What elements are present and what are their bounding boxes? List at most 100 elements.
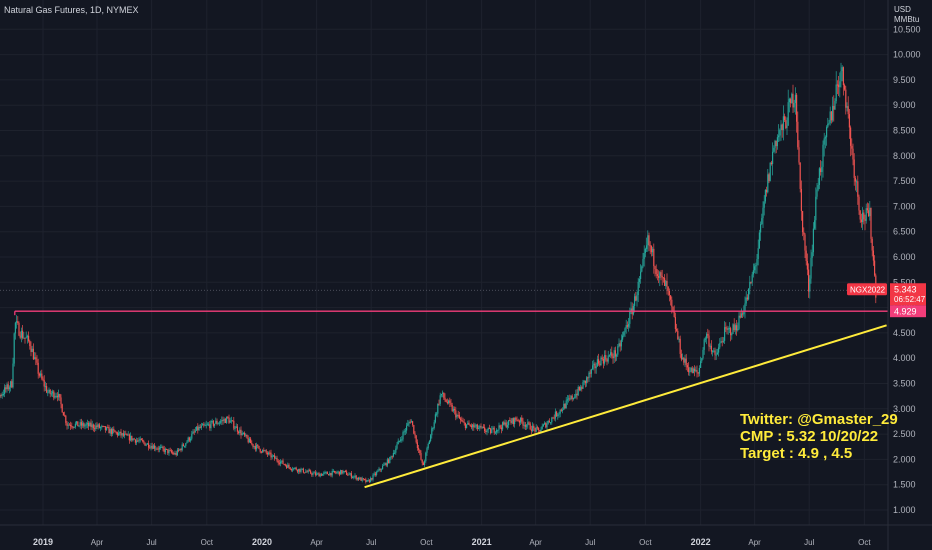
candle-body <box>845 89 847 108</box>
candle-body <box>26 335 28 338</box>
annotation-cmp: CMP : 5.32 10/20/22 <box>740 428 879 445</box>
candle-body <box>23 337 25 339</box>
candle-body <box>191 433 193 439</box>
candle-body <box>574 397 576 399</box>
candle-body <box>722 340 724 342</box>
candle-body <box>608 355 610 357</box>
candle-body <box>316 473 318 475</box>
candle-body <box>776 137 778 147</box>
candle-body <box>326 472 328 475</box>
candle-body <box>103 426 105 428</box>
candle-body <box>54 396 56 398</box>
candle-body <box>113 428 115 431</box>
candle-body <box>287 464 289 468</box>
candle-body <box>58 393 60 398</box>
candle-body <box>808 269 810 292</box>
candle-body <box>794 94 796 103</box>
candle-body <box>736 325 738 331</box>
candle-body <box>680 353 682 360</box>
candle-body <box>84 425 86 427</box>
candle-body <box>607 355 609 362</box>
candle-body <box>292 469 294 471</box>
candle-body <box>592 365 594 370</box>
candle-body <box>226 416 228 423</box>
candle-body <box>630 308 632 312</box>
candle-body <box>144 442 146 446</box>
price-tick-label: 6.500 <box>893 227 916 237</box>
candle-body <box>256 444 258 450</box>
candle-body <box>586 377 588 384</box>
candle-body <box>505 422 507 428</box>
candle-body <box>95 425 97 430</box>
candle-body <box>602 359 604 364</box>
candle-body <box>134 439 136 443</box>
candle-body <box>149 447 151 449</box>
candle-body <box>262 449 264 453</box>
unit-label: MMBtu <box>894 15 920 24</box>
price-tick-label: 9.000 <box>893 100 916 110</box>
candle-body <box>610 352 612 356</box>
candle-body <box>229 420 231 423</box>
candle-body <box>492 427 494 430</box>
candle-body <box>161 446 163 448</box>
candle-body <box>481 426 483 428</box>
candle-body <box>546 423 548 428</box>
price-tick-label: 6.000 <box>893 252 916 262</box>
candle-body <box>467 422 469 425</box>
candle-body <box>438 403 440 405</box>
candle-body <box>242 432 244 434</box>
candle-body <box>212 421 214 426</box>
candle-body <box>462 421 464 423</box>
candle-body <box>18 322 20 336</box>
price-tick-label: 8.000 <box>893 151 916 161</box>
candle-body <box>416 442 418 448</box>
candle-body <box>790 99 792 104</box>
candle-body <box>31 348 33 352</box>
candle-body <box>511 418 513 423</box>
candle-body <box>251 443 253 445</box>
candle-body <box>474 426 476 428</box>
price-tick-label: 1.500 <box>893 480 916 490</box>
candle-body <box>871 238 873 251</box>
candle-body <box>664 277 666 286</box>
candle-body <box>767 174 769 193</box>
candle-body <box>589 372 591 374</box>
candle-body <box>835 84 837 102</box>
candle-body <box>274 455 276 459</box>
candle-body <box>463 422 465 424</box>
candle-body <box>677 330 679 340</box>
candle-body <box>538 428 540 431</box>
candle-body <box>390 456 392 458</box>
candle-body <box>593 363 595 366</box>
time-tick-label: Jul <box>366 538 376 547</box>
candle-body <box>647 235 649 246</box>
candle-body <box>770 162 772 164</box>
candle-body <box>344 470 346 472</box>
candle-body <box>662 277 664 279</box>
candle-body <box>30 346 32 352</box>
candle-body <box>252 443 254 447</box>
candle-body <box>275 457 277 459</box>
candle-body <box>486 430 488 432</box>
candle-body <box>208 424 210 426</box>
candle-body <box>446 401 448 404</box>
candle-body <box>244 432 246 436</box>
candle-body <box>577 386 579 396</box>
candle-body <box>175 453 177 455</box>
candle-body <box>708 335 710 347</box>
candle-body <box>724 327 726 341</box>
candle-body <box>240 429 242 436</box>
candle-body <box>778 135 780 138</box>
candle-body <box>413 424 415 434</box>
candle-body <box>773 147 775 152</box>
candle-body <box>734 325 736 331</box>
candle-body <box>366 480 368 482</box>
candle-body <box>276 457 278 461</box>
candle-body <box>678 338 680 340</box>
candle-body <box>8 387 10 390</box>
candle-body <box>121 433 123 436</box>
candle-body <box>527 422 529 426</box>
candle-body <box>581 387 583 389</box>
candle-body <box>96 425 98 427</box>
